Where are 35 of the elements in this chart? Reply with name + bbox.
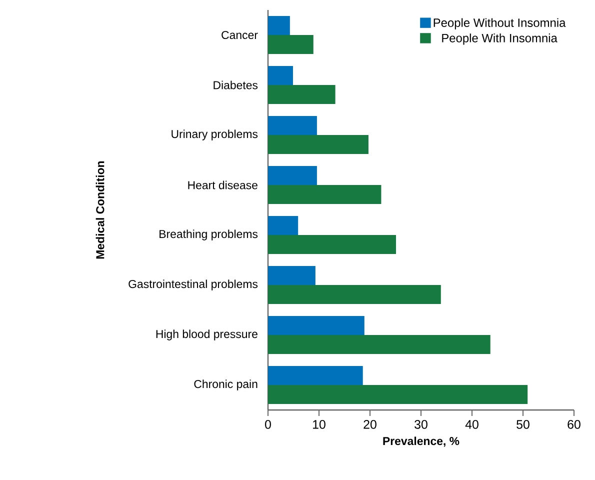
legend-label: People With Insomnia <box>442 34 558 45</box>
y-tick-label: High blood pressure <box>156 330 258 340</box>
bar <box>268 35 314 54</box>
bar <box>268 16 290 36</box>
bar <box>268 166 317 186</box>
y-tick-label: Diabetes <box>214 80 258 90</box>
bar <box>268 285 441 304</box>
bar <box>268 316 364 335</box>
bar <box>268 135 368 154</box>
x-tick-label: 0 <box>265 420 271 429</box>
bar <box>268 335 490 354</box>
y-tick-label: Breathing problems <box>160 230 258 240</box>
y-axis-title: Medical Condition <box>96 161 104 259</box>
bar <box>268 116 317 136</box>
x-tick-label: 10 <box>313 420 326 429</box>
y-tick-label: Chronic pain <box>194 380 258 390</box>
bar <box>268 66 293 86</box>
x-tick-label: 30 <box>414 420 428 429</box>
bar <box>268 266 316 285</box>
bar <box>268 385 528 404</box>
bar <box>268 216 298 236</box>
y-tick-label: Heart disease <box>188 180 258 190</box>
x-tick-label: 50 <box>516 420 530 429</box>
x-tick-label: 40 <box>465 420 478 429</box>
x-tick-label: 20 <box>364 420 376 429</box>
x-tick-label: 60 <box>568 420 580 429</box>
x-axis-title: Prevalence, % <box>383 436 460 447</box>
y-tick-label: Cancer <box>222 30 258 40</box>
bar <box>268 185 382 204</box>
bar <box>268 235 396 254</box>
legend-label: People Without Insomnia <box>434 18 566 30</box>
bar <box>268 366 363 385</box>
y-tick-label: Urinary problems <box>172 130 258 140</box>
bar <box>268 85 336 104</box>
y-tick-label: Gastrointestinal problems <box>128 280 258 290</box>
